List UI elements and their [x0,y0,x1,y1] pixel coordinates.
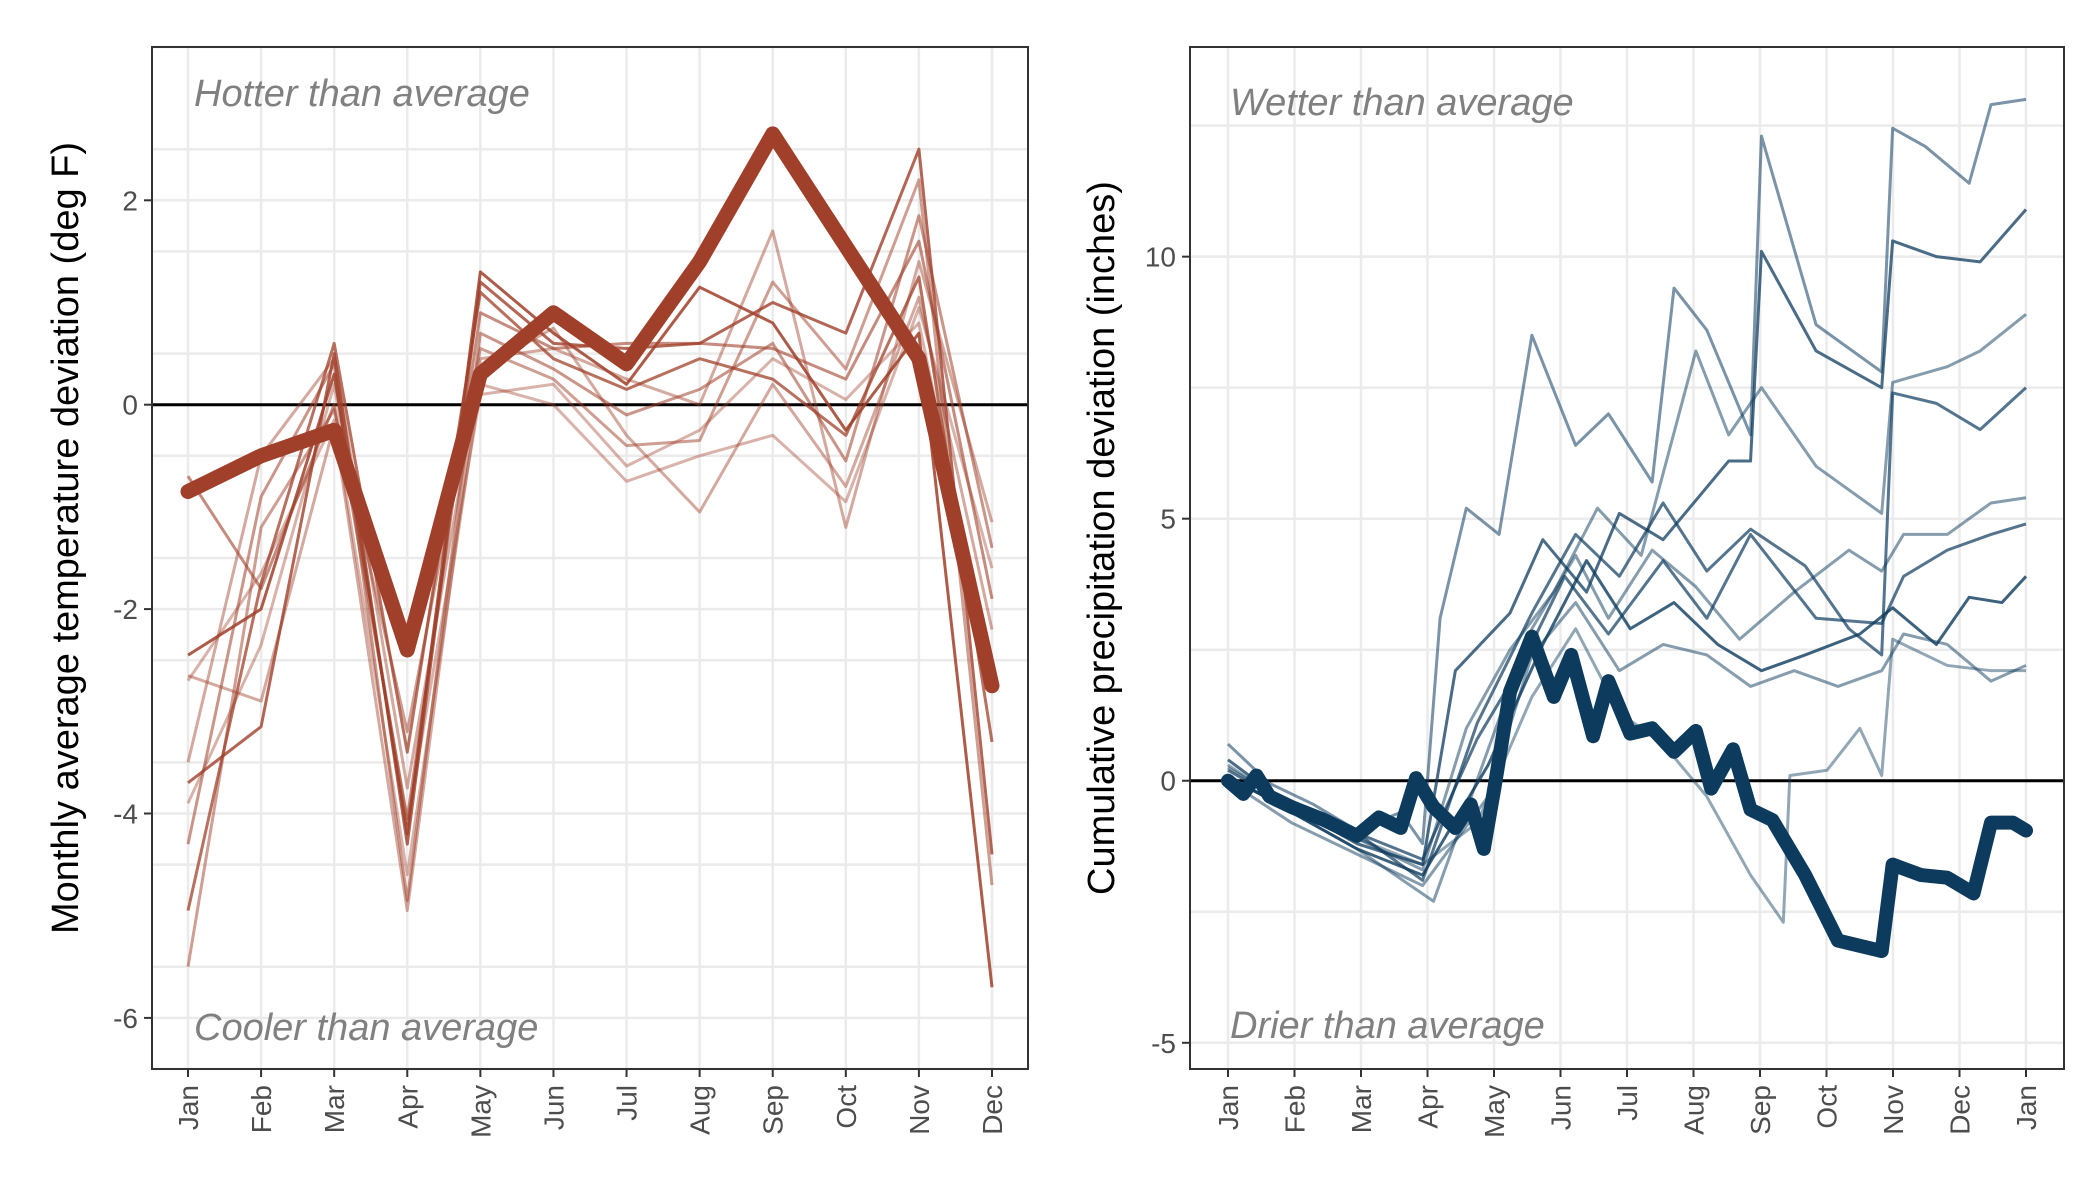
precipitation-series-line-3 [1227,313,2027,872]
y-tick-label: -6 [113,1003,138,1034]
temperature-series-line-5 [186,214,994,902]
x-tick-label: Jan [2011,1085,2042,1130]
temperature-y-axis-title: Monthly average temperature deviation (d… [45,142,87,934]
temperature-series-line-7 [187,229,994,913]
x-tick-label: Sep [758,1085,789,1135]
x-tick-label: Mar [319,1085,350,1133]
x-tick-label: Feb [246,1085,277,1133]
drier-annotation: Drier than average [1230,1005,1545,1047]
x-tick-label: Nov [1878,1085,1909,1135]
temperature-chart-panel: -6 -4 -2 0 2 Jan Feb Mar Apr May Jun Jul Aug Sep Oct N… [45,45,1029,1138]
y-tick-label: 10 [1145,242,1176,273]
x-tick-label: May [465,1085,496,1138]
precipitation-series-line-6 [1227,522,2027,861]
x-tick-label: Aug [1679,1085,1710,1135]
x-tick-label: Jul [1612,1085,1643,1121]
temperature-series-line-2 [187,147,994,855]
precipitation-series-group [1221,97,2033,959]
wetter-annotation: Wetter than average [1230,82,1574,124]
temperature-y-ticks: -6 -4 -2 0 2 [113,185,152,1034]
temperature-series-line-8 [186,295,994,790]
x-tick-label: Oct [1812,1085,1843,1129]
temperature-series-line-9 [186,306,994,877]
precipitation-series-line-9 [1227,627,2026,924]
cooler-annotation: Cooler than average [194,1007,538,1049]
precipitation-series-line-2 [1227,208,2028,867]
precipitation-series-line-7 [1227,559,2028,877]
x-tick-label: Oct [831,1085,862,1129]
precipitation-x-ticks: Jan Feb Mar Apr May Jun Jul Aug Sep Oct Nov Dec Jan [1213,1069,2042,1138]
x-tick-label: Dec [977,1085,1008,1135]
x-tick-label: Apr [392,1085,423,1129]
temperature-series-line-4 [186,239,994,821]
y-tick-label: 5 [1160,504,1176,535]
x-tick-label: Dec [1945,1085,1976,1135]
precipitation-series-line-1 [1226,97,2027,846]
x-tick-label: Apr [1413,1085,1444,1129]
y-tick-label: -5 [1151,1028,1176,1059]
precipitation-y-ticks: -5 0 5 10 [1145,242,1190,1059]
y-tick-label: -2 [113,594,138,625]
hotter-annotation: Hotter than average [194,73,530,115]
x-tick-label: Jun [1546,1085,1577,1130]
x-tick-label: May [1479,1085,1510,1138]
temperature-panel-border [151,46,1029,1070]
x-tick-label: Jul [612,1085,643,1121]
x-tick-label: Jun [538,1085,569,1130]
x-tick-label: Sep [1745,1085,1776,1135]
y-tick-label: 0 [1160,766,1176,797]
x-tick-label: Mar [1346,1085,1377,1133]
precipitation-series-line-8 [1227,601,2027,888]
y-tick-label: -4 [113,799,138,830]
precipitation-chart-panel: -5 0 5 10 Jan Feb Mar Apr May Jun Jul Aug Sep Oct Nov… [1081,46,2065,1138]
x-tick-label: Jan [173,1085,204,1130]
temperature-highlight-line [180,126,1000,694]
temperature-series-group [180,126,1000,988]
precipitation-y-axis-title: Cumulative precipitation deviation (inch… [1081,181,1123,895]
precipitation-highlight-line [1221,629,2033,959]
precipitation-series-line-4 [1227,386,2028,882]
x-tick-label: Aug [685,1085,716,1135]
temperature-x-ticks: Jan Feb Mar Apr May Jun Jul Aug Sep Oct Nov Dec [173,1069,1008,1138]
x-tick-label: Nov [904,1085,935,1135]
y-tick-label: 0 [122,390,138,421]
y-tick-label: 2 [122,185,138,216]
precipitation-series-line-5 [1227,496,2027,903]
x-tick-label: Feb [1280,1085,1311,1133]
temperature-gridlines [152,45,1028,1071]
x-tick-label: Jan [1213,1085,1244,1130]
